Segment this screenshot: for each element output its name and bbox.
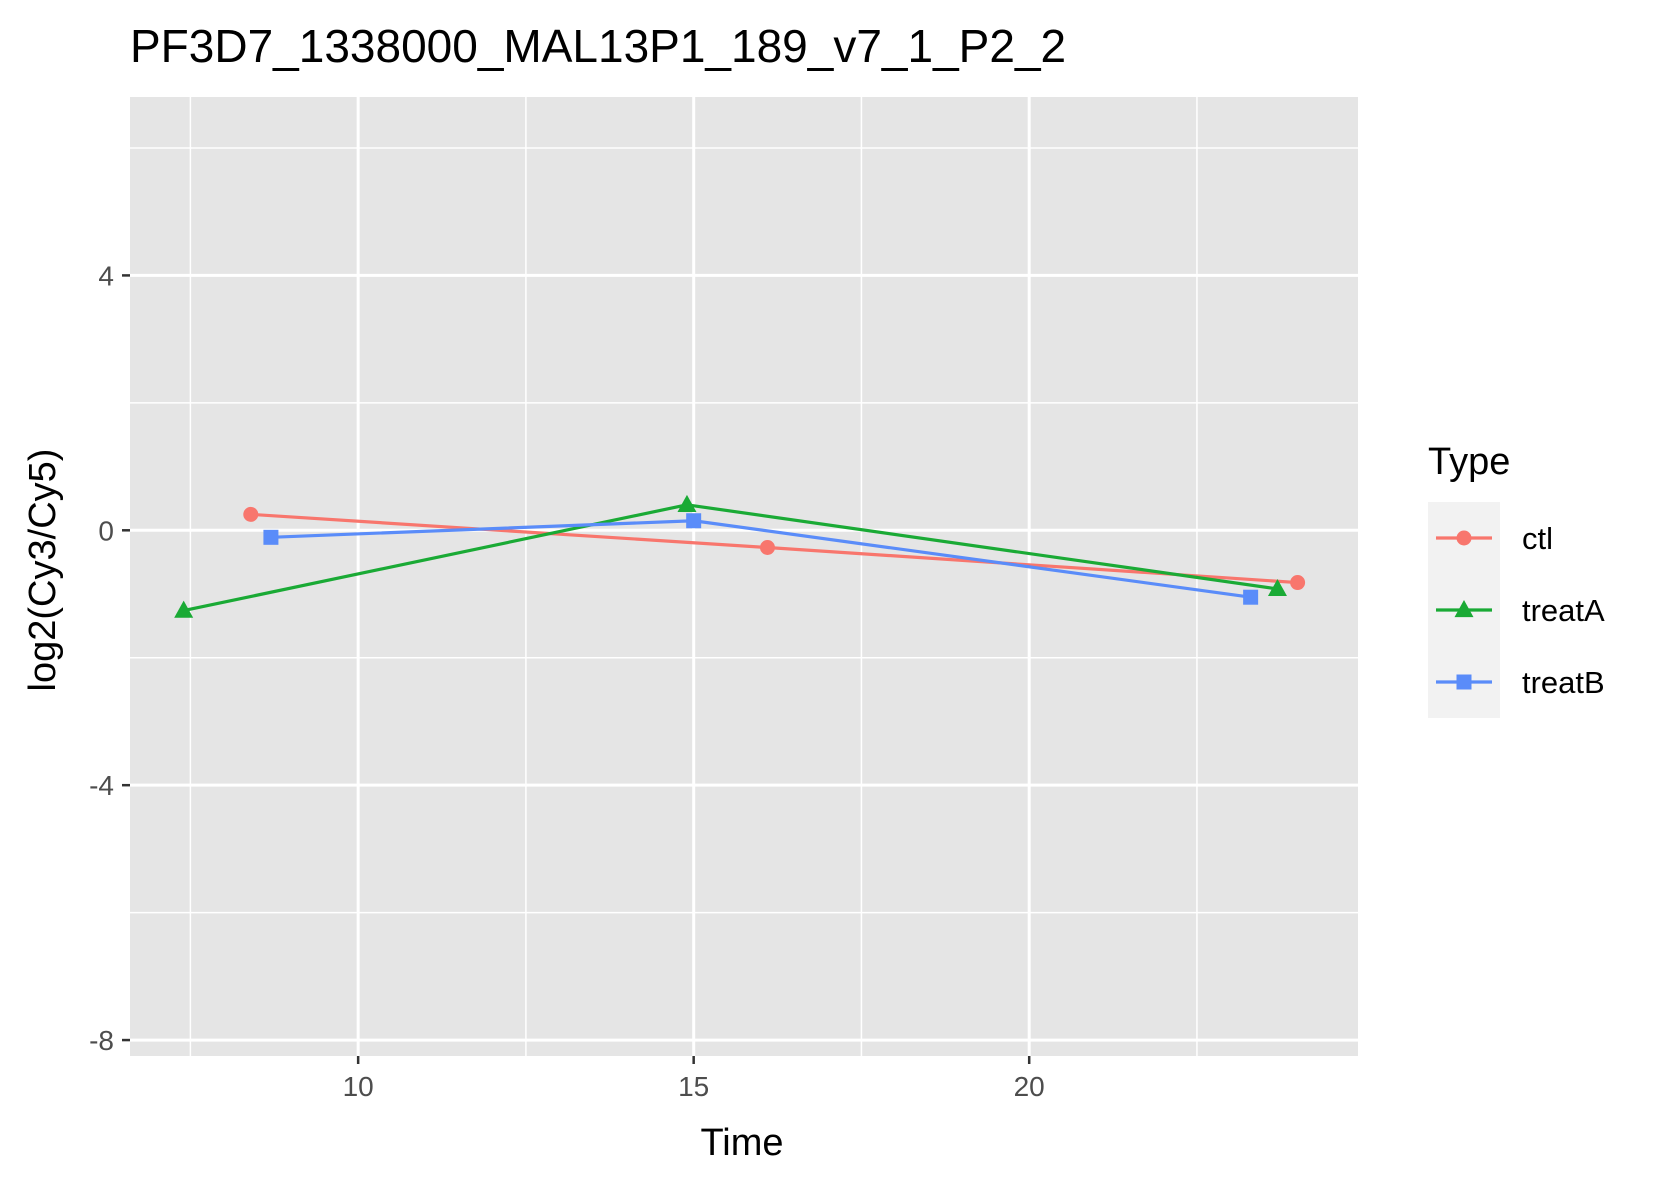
data-point-treatA (1267, 578, 1287, 597)
x-axis: 10 15 20 (343, 1056, 1045, 1102)
legend-label: treatA (1522, 593, 1605, 628)
y-tick-label: -8 (89, 1025, 114, 1056)
legend-key-marker (1456, 530, 1472, 546)
x-tick-label: 20 (1014, 1071, 1045, 1102)
x-tick-label: 15 (678, 1071, 709, 1102)
data-point-treatB (686, 513, 702, 529)
y-tick-label: -4 (89, 770, 114, 801)
data-point-treatA (677, 494, 697, 512)
legend-item-ctl: ctl (1436, 521, 1553, 556)
series-treatB (263, 513, 1259, 605)
legend-items: ctl treatA treatB (1436, 521, 1605, 700)
legend-item-treatB: treatB (1436, 665, 1605, 700)
data-point-treatB (1243, 589, 1259, 605)
x-axis-title: Time (700, 1122, 783, 1164)
legend-title: Type (1428, 441, 1510, 483)
legend-key-marker (1456, 674, 1472, 690)
legend-item-treatA: treatA (1436, 593, 1605, 628)
data-point-treatB (263, 529, 279, 545)
series-treatA (174, 494, 1287, 618)
chart-title: PF3D7_1338000_MAL13P1_189_v7_1_P2_2 (130, 20, 1066, 72)
grid-major (130, 97, 1358, 1056)
x-tick-label: 10 (343, 1071, 374, 1102)
series-ctl (243, 506, 1306, 591)
legend: Type ctl treatA treatB (1428, 441, 1605, 718)
data-point-ctl (1290, 575, 1306, 591)
y-axis-title: log2(Cy3/Cy5) (22, 449, 64, 692)
data-point-treatA (174, 600, 194, 618)
y-tick-label: 0 (98, 515, 114, 546)
legend-label: ctl (1522, 521, 1553, 556)
legend-label: treatB (1522, 665, 1605, 700)
plot-panel (130, 97, 1358, 1056)
data-point-ctl (243, 506, 259, 522)
y-axis: -8 -4 0 4 (89, 260, 130, 1056)
legend-key-marker (1454, 600, 1474, 618)
series-layer (174, 494, 1306, 618)
y-tick-label: 4 (98, 260, 114, 291)
data-point-ctl (759, 540, 775, 556)
grid-minor (130, 97, 1358, 1056)
